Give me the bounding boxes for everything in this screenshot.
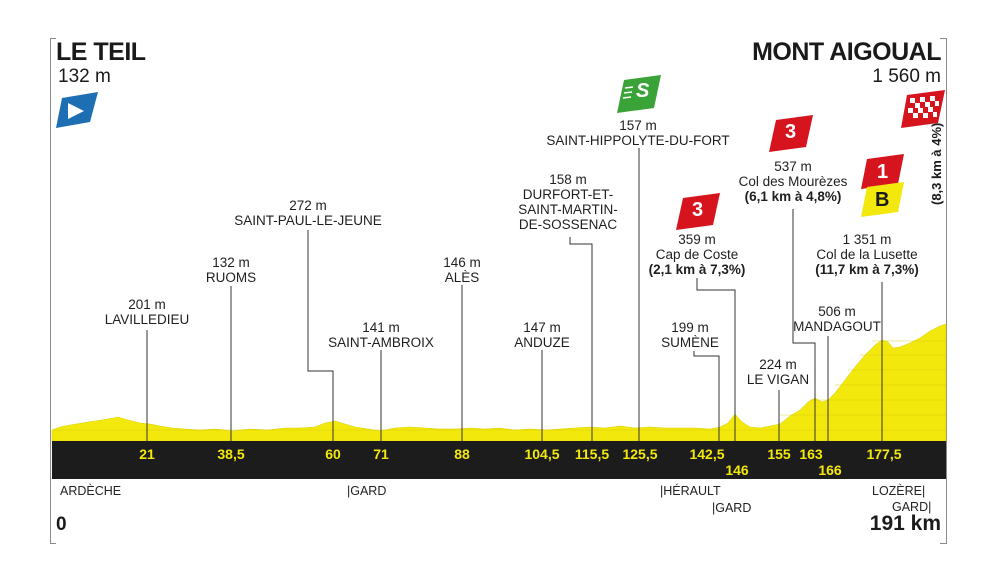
km-label: 104,5 <box>524 446 560 462</box>
km-label: 21 <box>139 446 155 462</box>
km-label: 88 <box>454 446 470 462</box>
sprint-icon <box>617 75 661 113</box>
frame-left <box>50 38 51 544</box>
km-label: 142,5 <box>689 446 725 462</box>
frame-top-right-tick <box>940 38 947 39</box>
km-label: 163 <box>799 446 823 462</box>
waypoint-lavilledieu: 201 m LAVILLEDIEU <box>104 297 190 327</box>
start-town: LE TEIL <box>56 38 146 66</box>
region-label: ARDÈCHE <box>60 484 122 498</box>
category-3-climb-icon <box>769 115 813 152</box>
frame-right <box>946 38 947 544</box>
start-distance: 0 <box>56 514 67 535</box>
region-label: |HÉRAULT <box>660 484 721 498</box>
waypoint-sumene: 199 m SUMÈNE <box>661 320 719 350</box>
frame-bottom-right-tick <box>940 543 947 544</box>
km-label: 125,5 <box>622 446 658 462</box>
waypoint-le-vigan: 224 m LE VIGAN <box>746 357 810 387</box>
km-label: 166 <box>818 462 842 478</box>
waypoint-ruoms: 132 m RUOMS <box>205 255 257 285</box>
frame-bottom-left-tick <box>50 543 56 544</box>
cat1-badge: 1 <box>877 161 889 183</box>
final-climb-note: (8,3 km à 4%) <box>929 122 944 205</box>
region-label: LOZÈRE| <box>872 484 926 498</box>
finish-altitude: 1 560 m <box>872 66 941 87</box>
cat3-badge-a: 3 <box>692 199 704 221</box>
km-label: 177,5 <box>866 446 902 462</box>
waypoint-col-de-la-lusette: 1 351 m Col de la Lusette (11,7 km à 7,3%) <box>815 232 919 277</box>
end-distance: 191 km <box>869 512 941 535</box>
finish-town: MONT AIGOUAL <box>752 38 941 66</box>
start-altitude: 132 m <box>58 66 111 87</box>
waypoint-col-des-mourezes: 537 m Col des Mourèzes (6,1 km à 4,8%) <box>738 159 848 204</box>
category-1-climb-icon <box>861 154 904 189</box>
waypoint-anduze: 147 m ANDUZE <box>514 320 570 350</box>
region-label: GARD| <box>892 500 932 514</box>
km-label: 71 <box>373 446 389 462</box>
waypoint-cap-de-coste: 359 m Cap de Coste (2,1 km à 7,3%) <box>648 232 746 277</box>
cat3-badge-b: 3 <box>785 121 797 143</box>
km-label: 146 <box>725 462 749 478</box>
region-label: |GARD <box>712 501 752 515</box>
start-flag-icon <box>56 92 98 128</box>
region-label: |GARD <box>347 484 387 498</box>
category-3-climb-icon <box>676 193 720 230</box>
km-label: 115,5 <box>574 446 610 462</box>
frame-top-left-tick <box>50 38 56 39</box>
waypoint-saint-hippolyte-du-fort: 157 m SAINT-HIPPOLYTE-DU-FORT <box>546 118 730 148</box>
elevation-profile <box>51 323 947 442</box>
sprint-badge: S <box>636 80 650 102</box>
waypoint-ales: 146 m ALÈS <box>443 255 481 285</box>
waypoint-mandagout: 506 m MANDAGOUT <box>793 304 881 334</box>
bonus-badge: B <box>875 189 890 211</box>
distance-band <box>52 441 946 479</box>
km-label: 38,5 <box>217 446 245 462</box>
finish-flag-icon <box>901 90 945 128</box>
waypoint-durfort: 158 m DURFORT-ET- SAINT-MARTIN- DE-SOSSENAC <box>518 172 618 232</box>
waypoint-saint-ambroix: 141 m SAINT-AMBROIX <box>328 320 434 350</box>
waypoint-saint-paul-le-jeune: 272 m SAINT-PAUL-LE-JEUNE <box>234 198 382 228</box>
bonus-icon <box>861 182 904 217</box>
km-label: 155 <box>767 446 791 462</box>
km-label: 60 <box>325 446 341 462</box>
